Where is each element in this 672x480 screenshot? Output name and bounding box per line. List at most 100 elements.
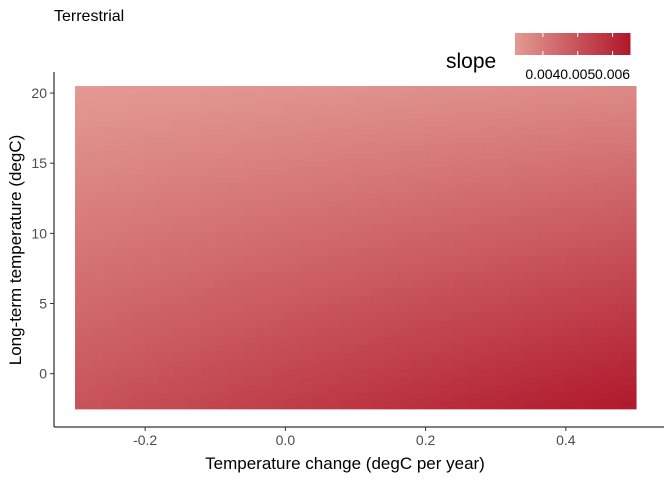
heatmap-cell xyxy=(383,400,399,410)
heatmap-cell xyxy=(201,303,216,313)
heatmap-cell xyxy=(467,328,483,337)
heatmap-cell xyxy=(89,86,104,95)
heatmap-cell xyxy=(523,142,539,152)
heatmap-cell xyxy=(523,118,539,127)
heatmap-cell xyxy=(425,384,441,394)
heatmap-cell xyxy=(425,320,441,329)
heatmap-cell xyxy=(495,166,511,176)
heatmap-cell xyxy=(425,142,441,152)
heatmap-cell xyxy=(579,174,595,184)
heatmap-cell xyxy=(397,360,413,370)
heatmap-cell xyxy=(369,271,385,281)
heatmap-cell xyxy=(565,166,581,176)
heatmap-cell xyxy=(271,190,286,200)
heatmap-cell xyxy=(369,94,385,103)
heatmap-cell xyxy=(621,271,637,281)
heatmap-cell xyxy=(537,368,553,378)
heatmap-cell xyxy=(411,223,427,232)
heatmap-cell xyxy=(229,110,244,119)
heatmap-cell xyxy=(327,368,343,378)
heatmap-cell xyxy=(243,287,258,297)
heatmap-cell xyxy=(467,303,483,313)
heatmap-cell xyxy=(467,174,483,184)
legend-color-step xyxy=(559,33,562,55)
heatmap-cell xyxy=(103,320,118,329)
heatmap-cell xyxy=(509,368,525,378)
heatmap-cell xyxy=(75,239,90,248)
heatmap-cell xyxy=(103,126,118,136)
heatmap-cell xyxy=(593,336,609,345)
heatmap-cell xyxy=(495,368,511,378)
heatmap-cell xyxy=(411,311,427,321)
heatmap-cell xyxy=(453,303,469,313)
heatmap-cell xyxy=(313,215,329,224)
heatmap-cell xyxy=(103,142,118,152)
heatmap-cell xyxy=(215,384,230,394)
heatmap-cell xyxy=(243,295,258,305)
heatmap-cell xyxy=(229,311,244,321)
heatmap-cell xyxy=(103,328,118,337)
heatmap-cell xyxy=(565,303,581,313)
heatmap-cell xyxy=(173,231,188,240)
heatmap-cell xyxy=(187,360,202,370)
heatmap-cell xyxy=(537,215,553,224)
heatmap-cell xyxy=(425,287,441,297)
heatmap-cell xyxy=(579,86,595,95)
heatmap-cell xyxy=(481,126,497,136)
heatmap-cell xyxy=(341,158,357,168)
legend-color-step xyxy=(562,33,566,55)
heatmap-cell xyxy=(187,263,202,273)
heatmap-cell xyxy=(257,328,272,337)
heatmap-cell xyxy=(117,279,132,289)
heatmap-cell xyxy=(355,223,371,232)
heatmap-cell xyxy=(383,118,399,127)
heatmap-cell xyxy=(201,142,216,152)
heatmap-cell xyxy=(481,279,497,289)
heatmap-cell xyxy=(173,384,188,394)
heatmap-cell xyxy=(355,215,371,224)
heatmap-cell xyxy=(229,255,244,265)
heatmap-cell xyxy=(89,368,104,378)
legend-color-step xyxy=(576,33,579,55)
heatmap-cell xyxy=(117,150,132,160)
heatmap-cell xyxy=(383,295,399,305)
heatmap-cell xyxy=(439,215,455,224)
heatmap-cell xyxy=(593,376,609,386)
legend-color-step xyxy=(597,33,600,55)
heatmap-cell xyxy=(75,368,90,378)
heatmap-cell xyxy=(313,384,329,394)
heatmap-cell xyxy=(495,142,511,152)
heatmap-cell xyxy=(173,376,188,386)
heatmap-cell xyxy=(299,142,315,152)
heatmap-cell xyxy=(495,360,511,370)
legend-color-step xyxy=(578,33,581,55)
heatmap-cell xyxy=(397,368,413,378)
heatmap-cell xyxy=(341,150,357,160)
heatmap-cell xyxy=(607,392,623,402)
heatmap-cell xyxy=(551,94,567,103)
heatmap-cell xyxy=(481,158,497,168)
heatmap-cell xyxy=(75,295,90,305)
heatmap-cell xyxy=(173,215,188,224)
heatmap-cell xyxy=(229,166,244,176)
heatmap-cell xyxy=(257,303,272,313)
heatmap-cell xyxy=(397,279,413,289)
heatmap-cell xyxy=(397,94,413,103)
heatmap-cell xyxy=(523,352,539,361)
heatmap-cell xyxy=(229,207,244,216)
heatmap-cell xyxy=(453,134,469,144)
heatmap-cell xyxy=(509,255,525,265)
heatmap-cell xyxy=(565,320,581,329)
heatmap-cell xyxy=(369,303,385,313)
heatmap-cell xyxy=(75,118,90,127)
heatmap-cell xyxy=(509,166,525,176)
heatmap-cell xyxy=(117,182,132,192)
heatmap-cell xyxy=(425,166,441,176)
heatmap-cell xyxy=(453,336,469,345)
heatmap-cell xyxy=(397,320,413,329)
heatmap-cell xyxy=(187,158,202,168)
heatmap-cell xyxy=(397,295,413,305)
y-tick-label: 20 xyxy=(31,85,47,101)
heatmap-cell xyxy=(103,86,118,95)
heatmap-cell xyxy=(453,110,469,119)
